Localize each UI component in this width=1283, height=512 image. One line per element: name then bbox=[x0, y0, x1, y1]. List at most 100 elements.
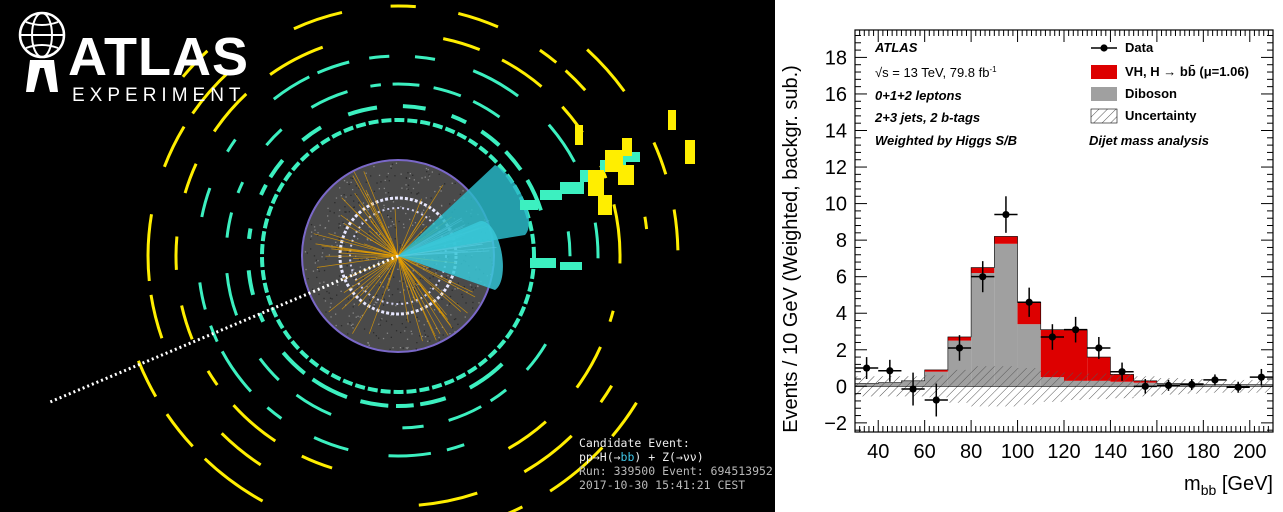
detector-hit bbox=[468, 362, 504, 390]
detector-hit bbox=[301, 454, 333, 470]
detector-hit bbox=[247, 228, 253, 240]
detector-hit bbox=[507, 420, 547, 450]
annotations: ATLAS √s = 13 TeV, 79.8 fb-1 0+1+2 leptons… bbox=[874, 40, 1209, 148]
detector-hit bbox=[442, 37, 481, 51]
calo-tower bbox=[598, 195, 612, 215]
data-point bbox=[1025, 298, 1033, 306]
detector-hit bbox=[206, 370, 219, 386]
caption-process-bb: bb bbox=[620, 450, 635, 464]
detector-hit bbox=[525, 178, 543, 211]
detector-hit bbox=[232, 404, 277, 443]
mbb-histogram: 40 60 80 100 120 140 160 180 200 −2 0 2 4 6 8 10 12 14 16 1… bbox=[775, 0, 1283, 512]
detector-hit bbox=[203, 457, 264, 503]
data-point bbox=[1072, 326, 1080, 334]
detector-hit bbox=[268, 158, 285, 179]
signal-bar bbox=[994, 236, 1018, 244]
detector-hit bbox=[293, 10, 343, 31]
atlas-label: ATLAS bbox=[874, 40, 918, 55]
detector-hit bbox=[295, 393, 332, 416]
calo-tower bbox=[540, 190, 562, 200]
y-tick-label: −2 bbox=[824, 413, 847, 435]
detector-hit bbox=[370, 83, 382, 88]
detector-hit bbox=[489, 388, 508, 403]
x-axis-label-sub: bb bbox=[1201, 482, 1217, 498]
caption-process-suffix: ) + Z(→νν) bbox=[634, 450, 704, 464]
calo-tower bbox=[520, 200, 538, 210]
detector-hit bbox=[209, 325, 219, 343]
jet-cone-2 bbox=[398, 221, 503, 290]
legend-uncertainty-label: Uncertainty bbox=[1125, 108, 1197, 123]
detector-hit bbox=[368, 54, 390, 60]
detector-hit bbox=[316, 60, 350, 75]
data-point bbox=[1211, 376, 1219, 384]
detector-hit bbox=[220, 350, 253, 393]
atlas-logo-text: ATLAS bbox=[68, 27, 249, 87]
legend: Data VH, H → bb̄ (μ=1.06) Diboson Uncertain… bbox=[1090, 40, 1249, 124]
detector-hit bbox=[162, 125, 186, 168]
detector-hit bbox=[347, 105, 378, 117]
legend-signal-swatch bbox=[1091, 65, 1117, 79]
y-axis: −2 0 2 4 6 8 10 12 14 16 18 bbox=[824, 34, 1273, 435]
data-point bbox=[1095, 344, 1103, 352]
jet-cone-1 bbox=[398, 165, 530, 256]
detector-hit bbox=[566, 231, 572, 257]
caption-timestamp: 2017-10-30 15:41:21 CEST bbox=[579, 478, 746, 492]
detector-hit bbox=[472, 69, 520, 98]
legend-signal-label: VH, H → bb̄ (μ=1.06) bbox=[1125, 64, 1249, 79]
x-tick-label: 60 bbox=[914, 441, 936, 463]
x-axis-label: mbb [GeV] bbox=[1184, 473, 1273, 498]
detector-hit bbox=[359, 399, 389, 408]
detector-hit bbox=[220, 432, 262, 467]
atlas-figure bbox=[26, 60, 58, 92]
signal-bar bbox=[1064, 329, 1088, 381]
x-tick-label: 120 bbox=[1047, 441, 1080, 463]
signal-bar bbox=[1040, 329, 1064, 378]
detector-hit bbox=[402, 104, 426, 111]
detector-hit bbox=[198, 282, 207, 310]
legend-data-dot bbox=[1100, 44, 1108, 52]
detector-hit bbox=[418, 491, 478, 507]
calo-tower bbox=[575, 125, 583, 145]
x-tick-label: 100 bbox=[1001, 441, 1034, 463]
detector-hit bbox=[165, 413, 194, 448]
detector-hit bbox=[564, 69, 587, 92]
data-point bbox=[1118, 368, 1126, 376]
atlas-logo-subtext: EXPERIMENT bbox=[72, 85, 246, 106]
event-display: ATLAS EXPERIMENT Candidate Event: pp→H(→… bbox=[0, 0, 775, 512]
weighting-label: Weighted by Higgs S/B bbox=[875, 133, 1017, 148]
analysis-label: Dijet mass analysis bbox=[1089, 133, 1209, 148]
inner-muon-ring bbox=[260, 118, 536, 394]
detector-hit bbox=[525, 343, 547, 371]
detector-hit bbox=[395, 403, 414, 409]
detector-hit bbox=[612, 204, 622, 264]
x-tick-label: 200 bbox=[1233, 441, 1266, 463]
y-tick-label: 6 bbox=[836, 267, 847, 289]
atlas-globe-icon bbox=[18, 11, 66, 92]
y-tick-label: 2 bbox=[836, 340, 847, 362]
calo-tower bbox=[618, 165, 634, 185]
detector-ring bbox=[146, 4, 649, 507]
data-point bbox=[863, 364, 871, 372]
stacked-bars bbox=[855, 236, 1273, 387]
detector-hit bbox=[281, 351, 306, 375]
detector-hit bbox=[547, 123, 576, 163]
data-point bbox=[1164, 381, 1173, 390]
data-point bbox=[1234, 383, 1242, 391]
detector-ring bbox=[198, 54, 600, 458]
calo-tower bbox=[685, 140, 695, 164]
detector-hit bbox=[611, 401, 638, 438]
legend-uncertainty-swatch bbox=[1090, 108, 1118, 124]
detector-hit bbox=[266, 406, 283, 420]
detector-hit bbox=[212, 92, 248, 133]
detector-hit bbox=[501, 58, 543, 88]
x-tick-label: 140 bbox=[1094, 441, 1127, 463]
detector-hit bbox=[507, 505, 524, 512]
detector-hit bbox=[575, 346, 602, 389]
x-axis-label-unit: [GeV] bbox=[1216, 473, 1273, 495]
detector-hit bbox=[392, 82, 420, 87]
detector-hit bbox=[137, 360, 158, 398]
signal-bar bbox=[924, 369, 948, 372]
detector-hit bbox=[200, 187, 212, 218]
detector-hit bbox=[433, 86, 462, 98]
legend-diboson-swatch bbox=[1091, 87, 1117, 101]
